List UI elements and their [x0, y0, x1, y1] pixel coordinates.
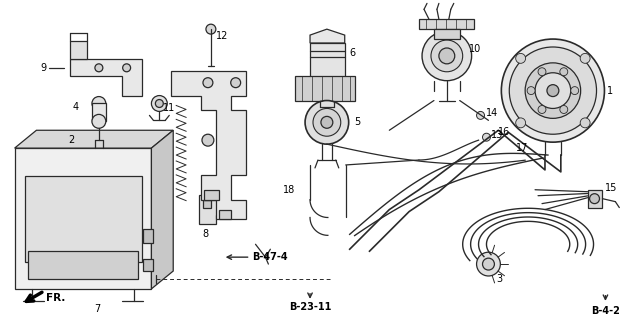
- Bar: [219, 210, 231, 220]
- Text: 9: 9: [40, 63, 46, 73]
- Circle shape: [590, 194, 600, 204]
- Circle shape: [206, 24, 216, 34]
- Bar: [203, 200, 211, 208]
- Circle shape: [431, 40, 463, 72]
- Circle shape: [92, 114, 106, 128]
- Circle shape: [483, 258, 495, 270]
- Polygon shape: [172, 71, 245, 220]
- Circle shape: [571, 87, 578, 95]
- Circle shape: [202, 134, 214, 146]
- Circle shape: [527, 87, 535, 95]
- Text: FR.: FR.: [46, 293, 66, 303]
- Text: B-23-11: B-23-11: [289, 302, 331, 312]
- Circle shape: [231, 78, 240, 88]
- Text: 13: 13: [491, 130, 504, 140]
- Circle shape: [321, 116, 333, 128]
- Circle shape: [95, 64, 103, 72]
- Polygon shape: [295, 76, 355, 100]
- Bar: [310, 43, 345, 78]
- Circle shape: [560, 68, 568, 76]
- Circle shape: [535, 73, 571, 108]
- Polygon shape: [70, 41, 87, 59]
- Text: 1: 1: [607, 86, 613, 96]
- Circle shape: [476, 111, 485, 119]
- Circle shape: [476, 252, 500, 276]
- Bar: [92, 103, 106, 121]
- Circle shape: [483, 133, 490, 141]
- Circle shape: [313, 108, 341, 136]
- Bar: [434, 29, 459, 39]
- Text: 10: 10: [469, 44, 481, 54]
- Circle shape: [538, 68, 546, 76]
- Text: 18: 18: [283, 185, 295, 195]
- Circle shape: [547, 85, 559, 97]
- Text: 8: 8: [203, 229, 209, 239]
- Bar: [24, 176, 141, 262]
- Circle shape: [151, 96, 167, 111]
- Text: 7: 7: [94, 304, 100, 314]
- Circle shape: [516, 53, 526, 63]
- Polygon shape: [14, 130, 173, 148]
- Text: 6: 6: [350, 48, 356, 58]
- Polygon shape: [151, 130, 173, 289]
- Circle shape: [580, 118, 590, 128]
- Circle shape: [580, 53, 590, 63]
- Circle shape: [305, 100, 349, 144]
- Text: 12: 12: [216, 31, 228, 41]
- Circle shape: [155, 100, 163, 108]
- Circle shape: [501, 39, 605, 142]
- Bar: [29, 251, 138, 279]
- Text: B-47-4: B-47-4: [252, 252, 288, 262]
- Bar: [143, 229, 153, 243]
- Polygon shape: [14, 148, 151, 289]
- Circle shape: [422, 31, 471, 81]
- Text: 11: 11: [163, 103, 175, 114]
- Polygon shape: [310, 29, 345, 43]
- Bar: [204, 190, 219, 200]
- Text: 15: 15: [605, 183, 618, 193]
- Circle shape: [203, 78, 213, 88]
- Text: 5: 5: [355, 117, 361, 127]
- Circle shape: [560, 106, 568, 114]
- Circle shape: [538, 106, 546, 114]
- Circle shape: [525, 63, 581, 118]
- Text: 17: 17: [516, 143, 528, 153]
- Circle shape: [439, 48, 454, 64]
- Polygon shape: [70, 59, 141, 96]
- Bar: [588, 190, 602, 208]
- Text: B-4-2: B-4-2: [591, 306, 620, 316]
- Text: 16: 16: [498, 127, 511, 137]
- Polygon shape: [419, 19, 474, 29]
- Bar: [143, 259, 153, 271]
- Text: 4: 4: [73, 102, 79, 112]
- Circle shape: [123, 64, 131, 72]
- Circle shape: [516, 118, 526, 128]
- Polygon shape: [199, 195, 226, 224]
- Circle shape: [510, 47, 597, 134]
- Text: 14: 14: [486, 108, 498, 118]
- Circle shape: [92, 97, 106, 110]
- Text: 3: 3: [496, 274, 503, 284]
- Text: 2: 2: [68, 135, 74, 145]
